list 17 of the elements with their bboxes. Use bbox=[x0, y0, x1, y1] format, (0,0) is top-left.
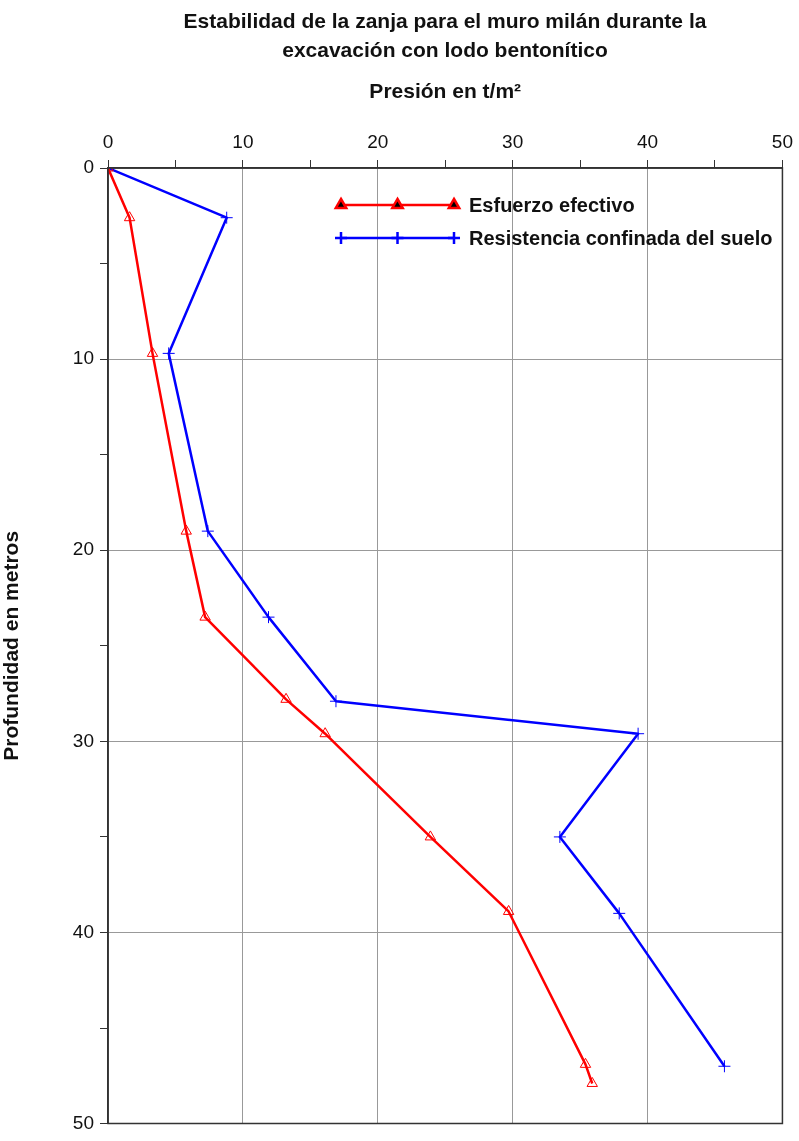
x-tick-label: 40 bbox=[636, 130, 659, 152]
x-tick-label: 50 bbox=[771, 130, 793, 152]
x-axis-title: Presión en t/m² bbox=[369, 79, 522, 103]
y-tick-label: 50 bbox=[72, 1111, 94, 1133]
legend-label: Resistencia confinada del suelo bbox=[469, 226, 773, 249]
y-tick-label: 0 bbox=[83, 156, 94, 178]
y-axis-title: Profundidad en metros bbox=[0, 530, 23, 761]
x-tick-label: 10 bbox=[232, 130, 254, 152]
x-tick-label: 30 bbox=[502, 130, 524, 152]
y-tick-label: 20 bbox=[72, 538, 94, 560]
legend-label: Esfuerzo efectivo bbox=[469, 193, 635, 216]
chart-title: Estabilidad de la zanja para el muro milán durante la excavación con lodo bentonítico bbox=[182, 8, 708, 63]
x-tick-label: 20 bbox=[367, 130, 389, 152]
y-tick-label: 10 bbox=[72, 347, 94, 369]
y-tick-label: 30 bbox=[72, 729, 94, 751]
x-tick-label: 0 bbox=[102, 130, 114, 152]
y-tick-label: 40 bbox=[72, 920, 94, 942]
